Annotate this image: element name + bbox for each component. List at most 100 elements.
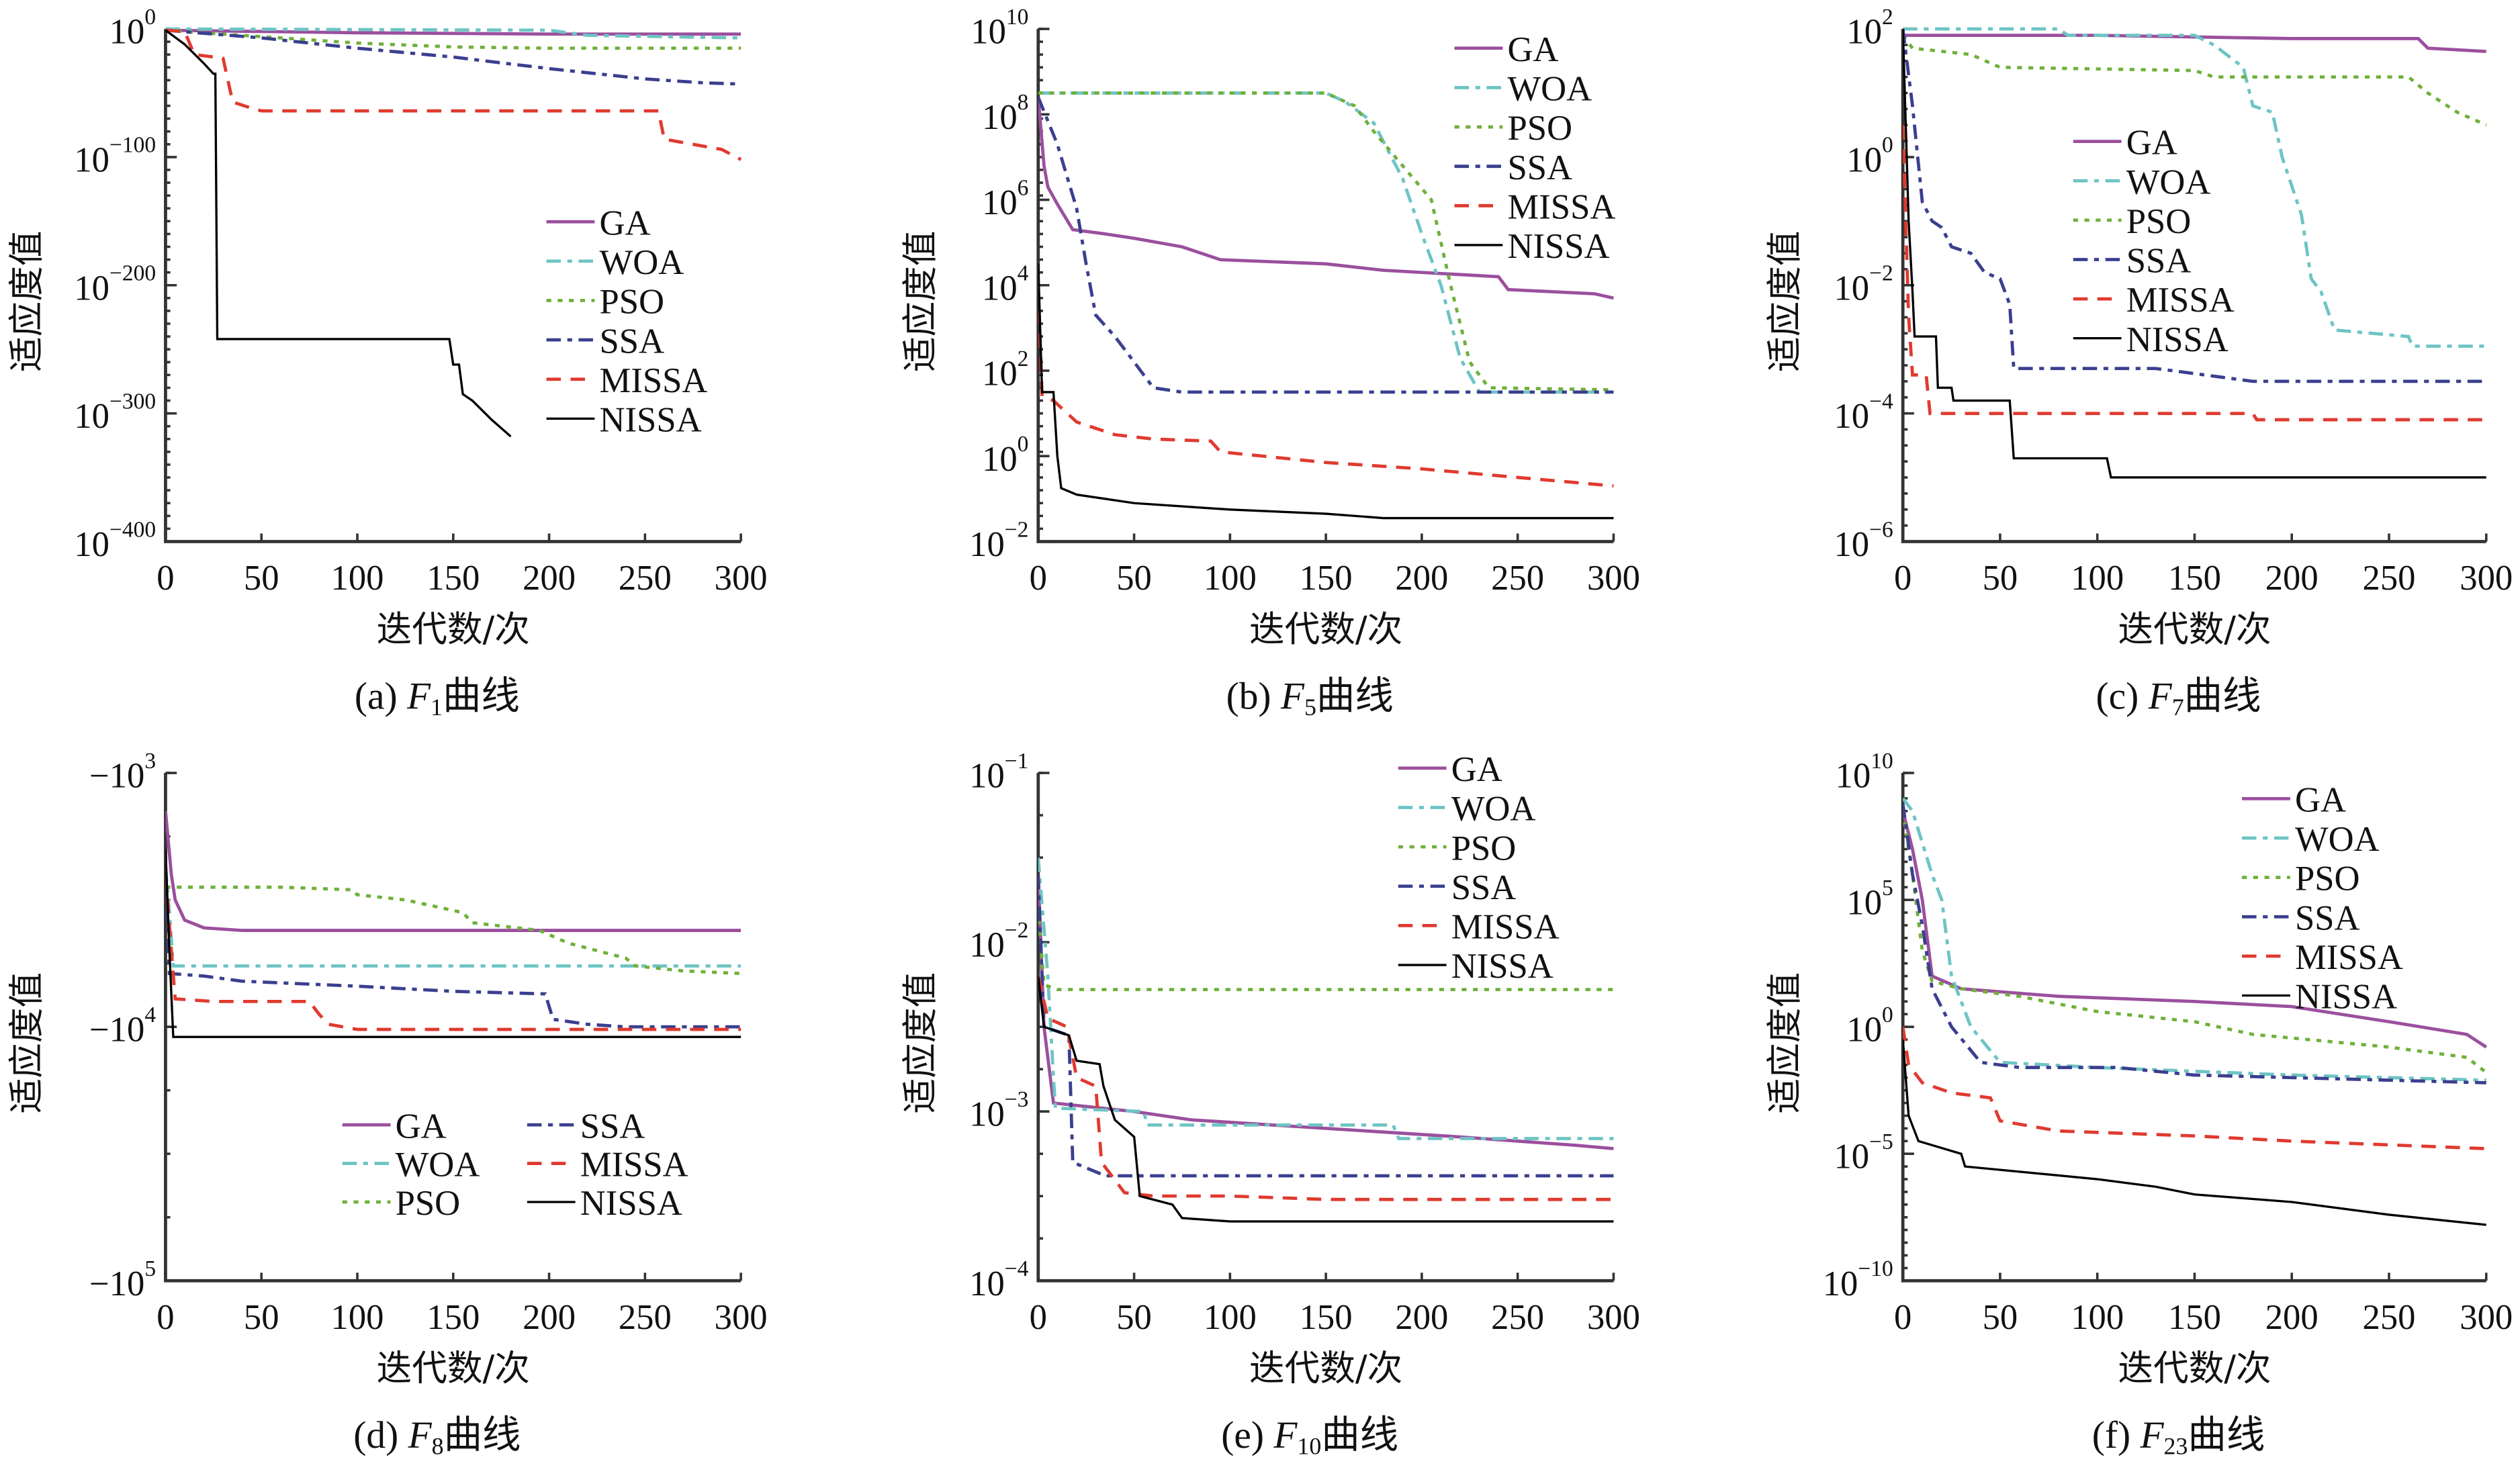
legend-label-woa: WOA <box>1451 790 1536 829</box>
y-tick-label: 105 <box>1846 876 1893 923</box>
legend-label-ga: GA <box>600 203 651 242</box>
x-tick-label: 200 <box>523 1298 576 1337</box>
series-line-pso <box>1903 811 2488 1074</box>
y-tick-label: 1010 <box>1836 749 1893 796</box>
y-tick-label: 10−300 <box>74 389 156 436</box>
y-tick-label: 108 <box>982 90 1028 137</box>
legend-label-woa: WOA <box>396 1146 480 1185</box>
x-tick-label: 0 <box>1894 559 1911 598</box>
y-tick-label: 10−100 <box>74 133 156 180</box>
legend-label-pso: PSO <box>1451 829 1517 868</box>
series-line-nissa <box>165 849 741 1038</box>
subplot-caption: (a) F1曲线 <box>355 673 520 721</box>
legend-label-missa: MISSA <box>2126 281 2235 320</box>
legend-label-woa: WOA <box>600 243 684 282</box>
legend-label-ssa: SSA <box>580 1107 645 1146</box>
legend-label-ssa: SSA <box>1451 868 1517 907</box>
series-line-ga <box>1903 811 2488 1049</box>
legend-label-nissa: NISSA <box>600 401 702 440</box>
x-tick-label: 200 <box>1395 559 1448 598</box>
x-tick-label: 300 <box>2460 559 2513 598</box>
x-tick-label: 250 <box>619 1298 672 1337</box>
series-line-ssa <box>165 28 741 86</box>
y-tick-label: 10−2 <box>969 517 1028 564</box>
series-line-missa <box>165 874 741 1031</box>
x-tick-label: 50 <box>1116 559 1152 598</box>
legend-label-ga: GA <box>1508 30 1559 69</box>
axes-frame <box>1901 773 2486 1283</box>
series-line-nissa <box>165 29 512 438</box>
y-tick-label: 104 <box>982 261 1029 308</box>
legend-label-nissa: NISSA <box>2126 320 2229 359</box>
x-tick-label: 100 <box>1204 559 1257 598</box>
series-line-ssa <box>1038 874 1614 1178</box>
x-tick-label: 0 <box>1030 1298 1047 1337</box>
y-tick-label: 100 <box>1846 1003 1893 1050</box>
series-line-missa <box>1038 285 1614 488</box>
subplot-caption: (e) F10曲线 <box>1221 1412 1398 1460</box>
x-tick-label: 50 <box>244 559 279 598</box>
x-tick-label: 300 <box>715 559 768 598</box>
x-tick-label: 150 <box>1300 559 1353 598</box>
axes-frame <box>1036 773 1614 1283</box>
series-line-ssa <box>1903 28 2486 383</box>
x-tick-label: 100 <box>2071 1298 2124 1337</box>
x-tick-label: 0 <box>156 1298 174 1337</box>
y-axis-title: 适应度值 <box>900 230 941 372</box>
y-tick-label: 10−5 <box>1834 1129 1893 1176</box>
legend-label-pso: PSO <box>600 283 665 322</box>
x-tick-label: 300 <box>715 1298 768 1337</box>
x-tick-label: 250 <box>619 559 672 598</box>
series-line-nissa <box>1903 1039 2486 1226</box>
series-line-woa <box>165 866 741 968</box>
legend-label-ga: GA <box>396 1107 447 1146</box>
y-tick-label: 100 <box>109 5 156 52</box>
x-tick-label: 0 <box>156 559 174 598</box>
x-tick-label: 100 <box>331 559 384 598</box>
legend-label-missa: MISSA <box>600 361 708 400</box>
legend-label-nissa: NISSA <box>2295 978 2397 1017</box>
y-axis-title: 适应度值 <box>900 972 941 1114</box>
legend-label-ssa: SSA <box>600 322 665 361</box>
series-line-ssa <box>165 874 741 1029</box>
series-line-pso <box>1903 34 2487 127</box>
x-tick-label: 250 <box>2363 1298 2416 1337</box>
series-line-woa <box>1038 91 1614 394</box>
series-line-ga <box>1038 97 1614 300</box>
y-axis-title: 适应度值 <box>1764 230 1805 372</box>
x-tick-label: 250 <box>2363 559 2416 598</box>
legend-label-woa: WOA <box>1508 70 1592 109</box>
legend-label-woa: WOA <box>2295 820 2380 859</box>
x-tick-label: 200 <box>523 559 576 598</box>
series-line-ssa <box>1903 803 2486 1084</box>
x-axis-title: 迭代数/次 <box>1249 1348 1402 1389</box>
x-tick-label: 50 <box>1116 1298 1152 1337</box>
series-line-woa <box>1903 27 2486 348</box>
x-tick-label: 0 <box>1030 559 1047 598</box>
series-line-ssa <box>1038 96 1614 394</box>
legend-label-pso: PSO <box>2295 860 2360 898</box>
x-tick-label: 150 <box>426 559 480 598</box>
series-line-nissa <box>1038 263 1614 520</box>
x-tick-label: 300 <box>2460 1298 2513 1337</box>
x-tick-label: 100 <box>331 1298 384 1337</box>
legend-label-missa: MISSA <box>1508 187 1616 226</box>
series-line-nissa <box>1903 29 2486 479</box>
x-tick-label: 50 <box>1983 559 2018 598</box>
subplot-f: 0 50 100 150 200 250 300 1010 105 100 10−5 10−10 适应度… <box>1764 749 2513 1460</box>
y-tick-label: 10−10 <box>1823 1256 1893 1303</box>
x-tick-label: 250 <box>1491 1298 1544 1337</box>
x-tick-label: 200 <box>1395 1298 1448 1337</box>
series-line-ga <box>165 811 741 932</box>
y-tick-label: 10−1 <box>969 749 1028 796</box>
y-tick-label: 10−2 <box>969 918 1028 965</box>
legend-label-pso: PSO <box>2126 202 2192 241</box>
series-line-ga <box>1038 874 1614 1150</box>
legend-label-missa: MISSA <box>2295 938 2403 977</box>
